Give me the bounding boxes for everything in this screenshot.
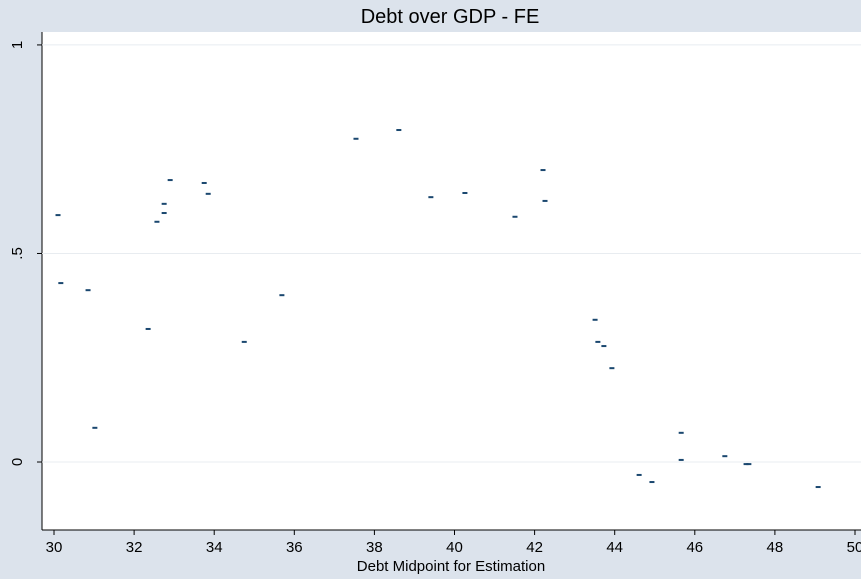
x-tick-label: 44: [606, 539, 623, 556]
point: [85, 289, 91, 292]
point: [743, 463, 749, 466]
point: [279, 294, 285, 297]
point: [462, 191, 468, 194]
y-tick-label: 1: [9, 41, 26, 49]
point: [92, 426, 98, 429]
point: [542, 199, 548, 202]
x-tick-label: 46: [686, 539, 703, 556]
plot-area: [42, 32, 861, 530]
x-tick-label: 40: [446, 539, 463, 556]
x-tick-label: 30: [46, 539, 63, 556]
x-tick-label: 38: [366, 539, 383, 556]
point: [595, 340, 601, 343]
x-tick-label: 48: [767, 539, 784, 556]
point: [601, 345, 607, 348]
point: [649, 481, 655, 484]
point: [241, 340, 247, 343]
point: [161, 212, 167, 215]
x-tick-label: 42: [526, 539, 543, 556]
point: [201, 181, 207, 184]
point: [58, 282, 64, 285]
point: [353, 137, 359, 140]
point: [636, 473, 642, 476]
point: [592, 318, 598, 321]
x-tick-label: 34: [206, 539, 223, 556]
point: [815, 486, 821, 489]
x-axis-title: Debt Midpoint for Estimation: [357, 558, 545, 575]
point: [678, 458, 684, 461]
point: [540, 169, 546, 172]
x-tick-label: 36: [286, 539, 303, 556]
point: [428, 196, 434, 199]
point: [154, 220, 160, 223]
x-tick-label: 50: [847, 539, 861, 556]
y-tick-label: .5: [9, 247, 26, 260]
point: [722, 455, 728, 458]
point: [609, 367, 615, 370]
y-tick-label: 0: [9, 458, 26, 466]
point: [746, 463, 752, 466]
point: [396, 129, 402, 132]
point: [167, 179, 173, 182]
x-tick-label: 32: [126, 539, 143, 556]
point: [55, 214, 61, 217]
chart-title: Debt over GDP - FE: [361, 6, 540, 28]
point: [161, 202, 167, 205]
point: [678, 431, 684, 434]
point: [145, 327, 151, 330]
point: [205, 192, 211, 195]
point: [512, 215, 518, 218]
